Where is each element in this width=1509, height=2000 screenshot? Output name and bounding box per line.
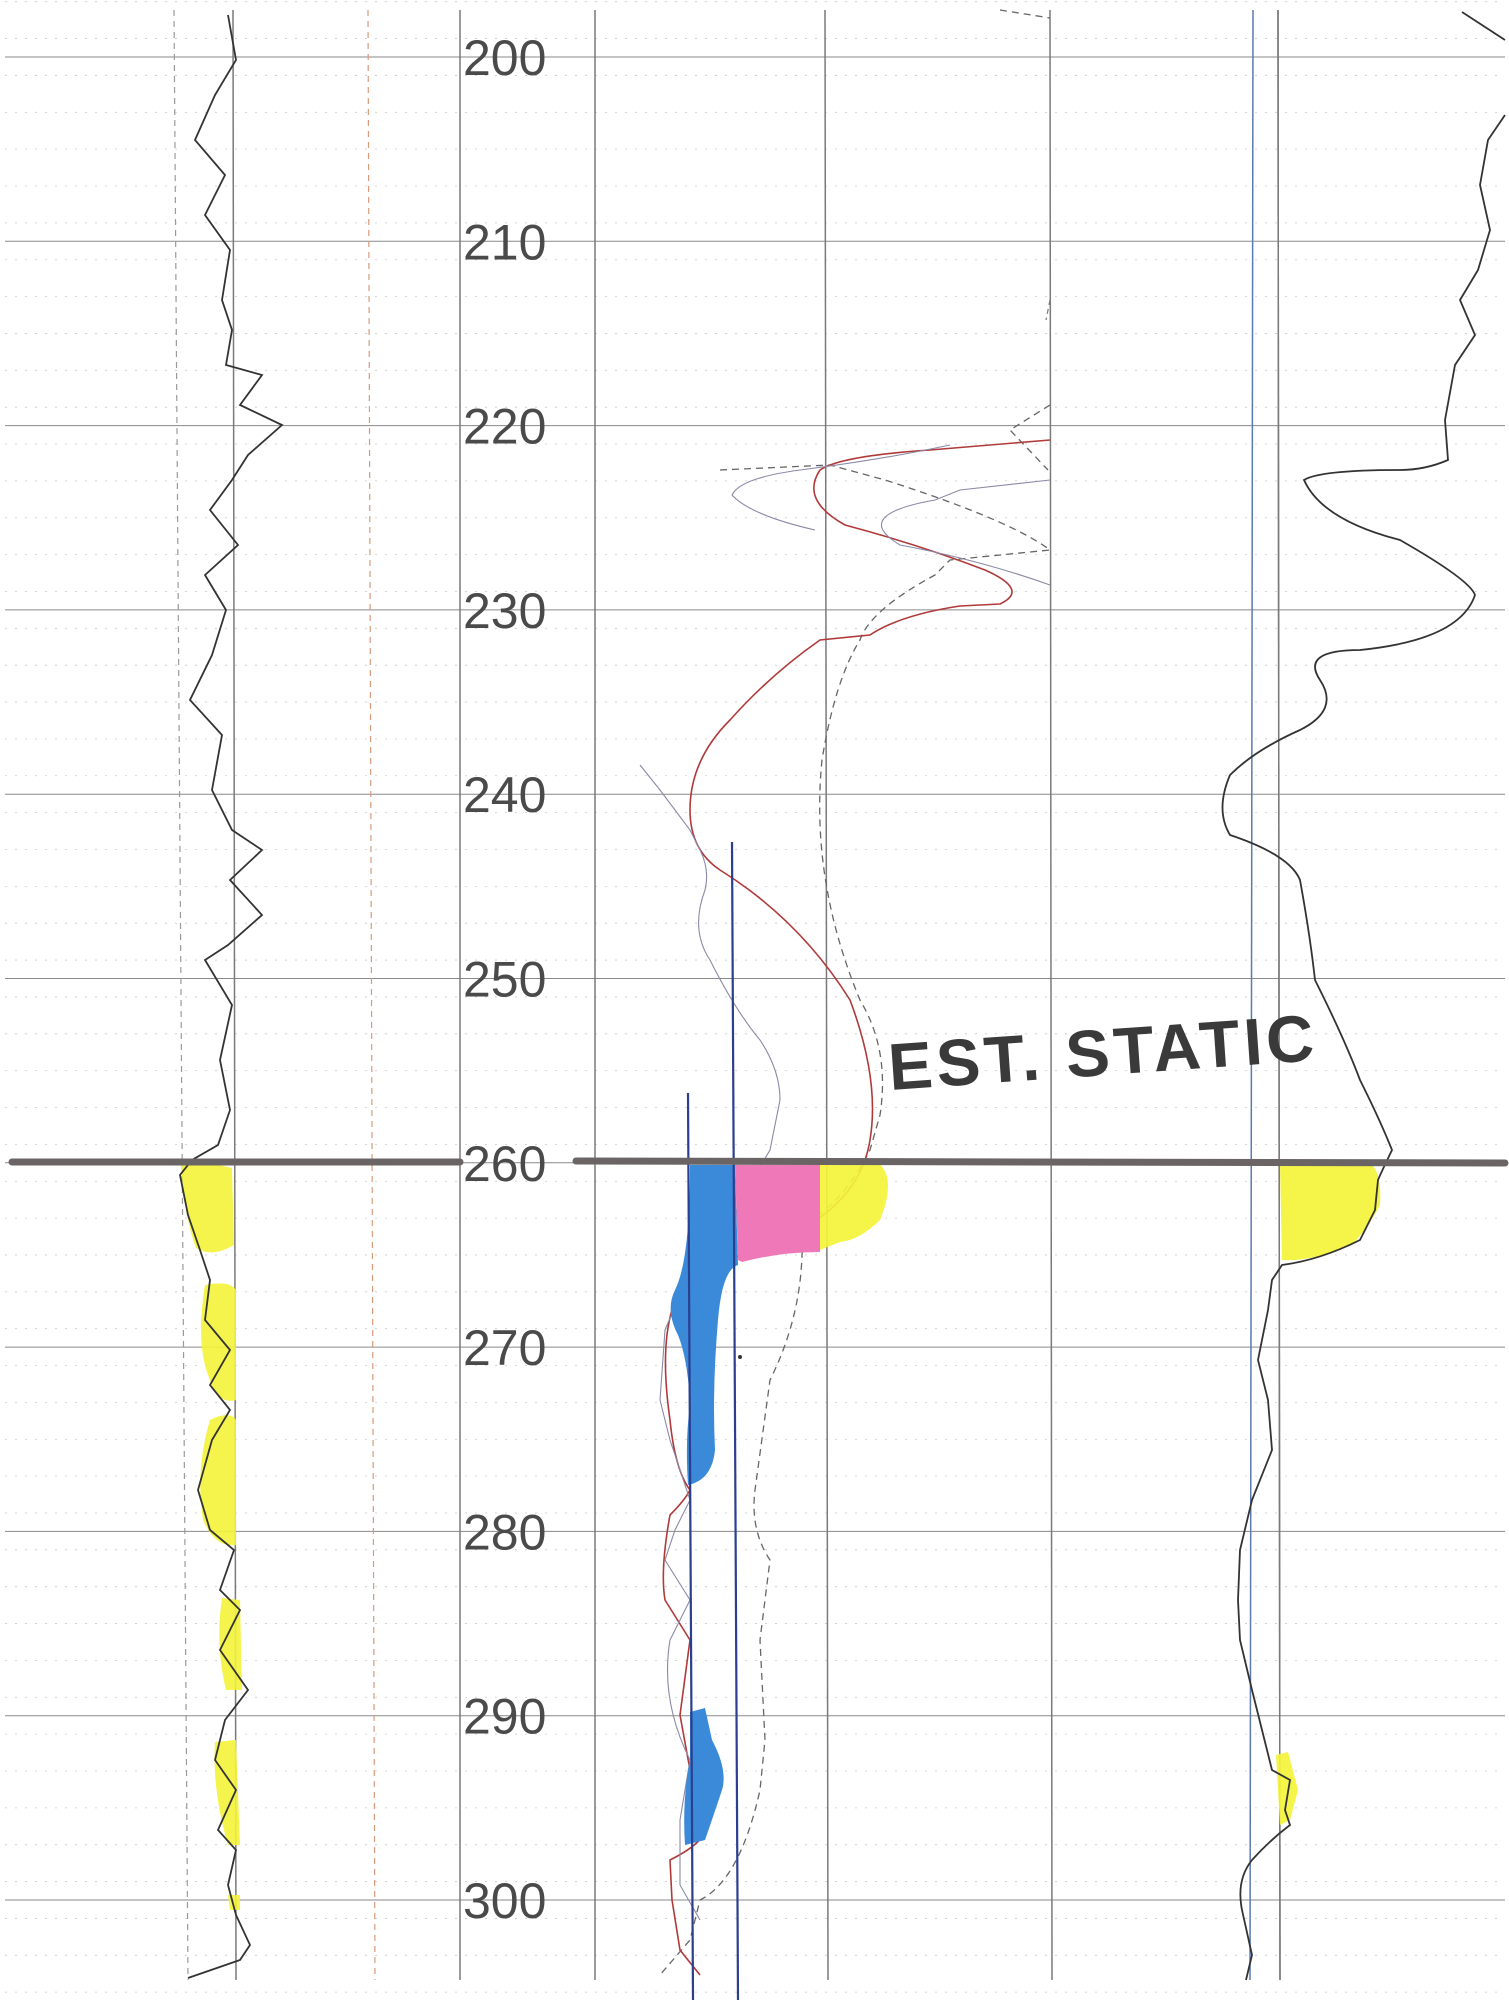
depth-label: 220 <box>463 399 546 455</box>
depth-label: 250 <box>463 952 546 1008</box>
middle-track-blue-lines <box>686 841 740 2000</box>
depth-label: 230 <box>463 583 546 639</box>
depth-labels: 200 210 220 230 240 250 260 270 280 290 300 <box>463 30 546 1929</box>
middle-dashed-curve <box>659 9 1052 1976</box>
left-log-curve <box>179 14 284 1979</box>
right-small-dashed <box>1045 299 1051 321</box>
depth-label: 270 <box>463 1320 546 1376</box>
depth-label: 240 <box>463 767 546 823</box>
right-log-curve <box>1221 11 1506 1981</box>
depth-label: 290 <box>463 1689 546 1745</box>
dashed-track-lines <box>173 9 376 1981</box>
minor-grid <box>5 1 1505 1993</box>
middle-track-yellow-shading <box>820 1158 888 1250</box>
static-level-line <box>8 1157 1509 1167</box>
middle-light-curve <box>639 444 1051 1921</box>
middle-track-pink-shading <box>735 1165 820 1262</box>
right-track-lines <box>1249 9 1281 1981</box>
depth-label: 260 <box>463 1136 546 1192</box>
small-dot <box>738 1355 742 1359</box>
middle-track-blue-shading <box>670 1165 738 1845</box>
depth-label: 210 <box>463 214 546 270</box>
depth-label: 280 <box>463 1504 546 1560</box>
depth-label: 200 <box>463 30 546 86</box>
right-track-yellow-shading <box>1276 1165 1381 1825</box>
depth-label: 300 <box>463 1873 546 1929</box>
